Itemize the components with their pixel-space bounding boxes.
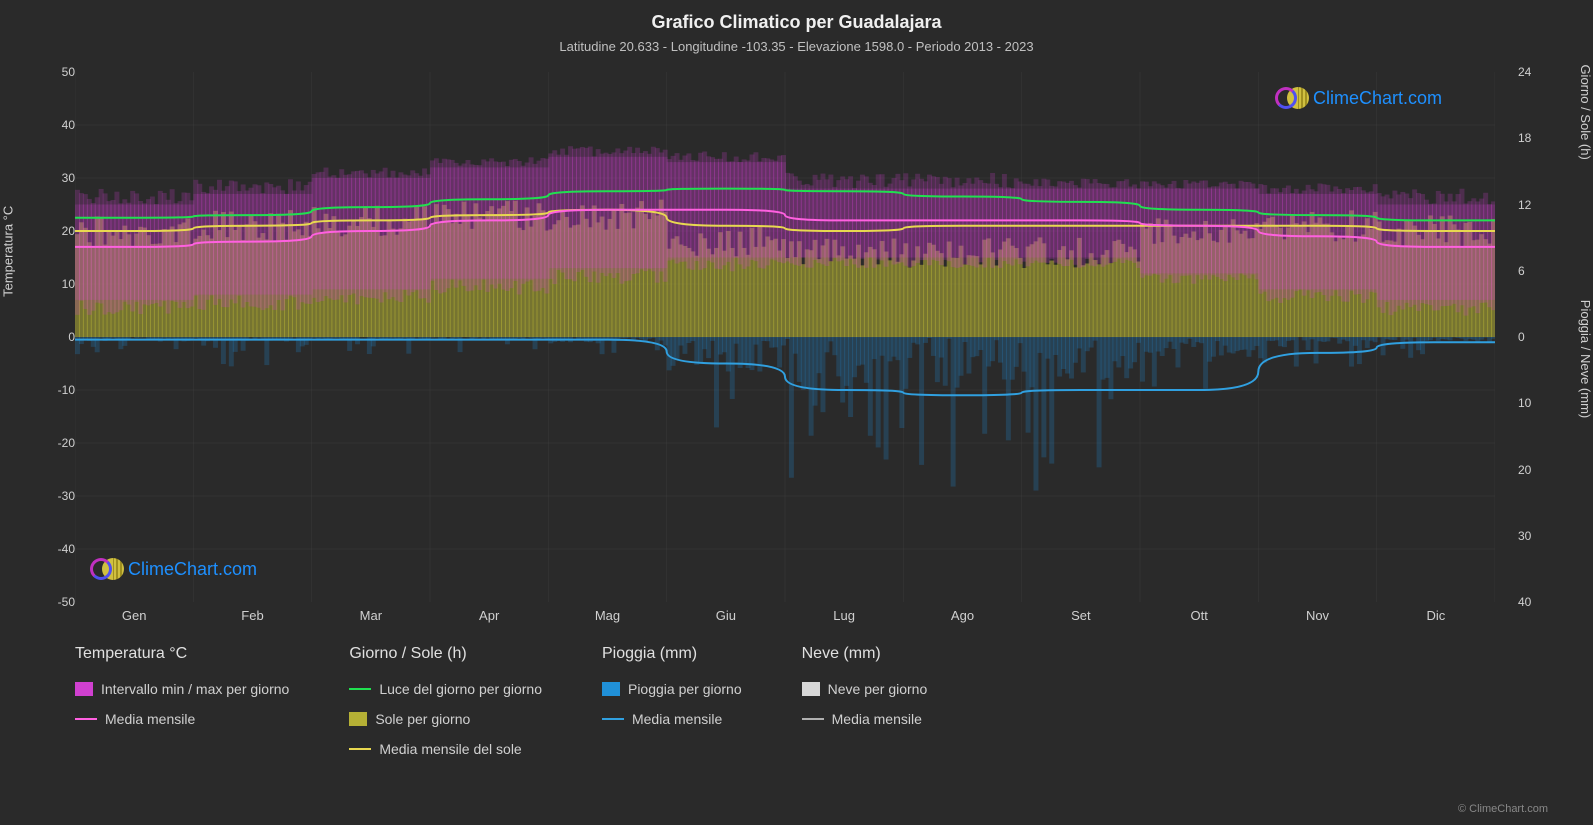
legend-item: Luce del giorno per giorno <box>349 681 542 697</box>
y-tick-right-hours: 24 <box>1518 65 1558 79</box>
legend-label: Intervallo min / max per giorno <box>101 681 289 697</box>
legend-item: Pioggia per giorno <box>602 681 742 697</box>
chart-svg <box>75 72 1495 602</box>
watermark-logo-icon <box>1275 84 1307 112</box>
y-tick-right-mm: 30 <box>1518 529 1558 543</box>
y-tick-left: -50 <box>35 595 75 609</box>
legend-swatch <box>602 682 620 696</box>
x-tick-month: Dic <box>1426 608 1445 623</box>
y-tick-right-mm: 20 <box>1518 463 1558 477</box>
y-tick-right-hours: 18 <box>1518 131 1558 145</box>
y-tick-left: 20 <box>35 224 75 238</box>
legend-column: Giorno / Sole (h) Luce del giorno per gio… <box>349 645 542 757</box>
y-axis-left-label: Temperatura °C <box>1 206 16 297</box>
x-tick-month: Mar <box>360 608 382 623</box>
legend-label: Media mensile <box>632 711 722 727</box>
x-tick-month: Ott <box>1190 608 1207 623</box>
legend-column-title: Giorno / Sole (h) <box>349 645 542 663</box>
legend-column: Pioggia (mm) Pioggia per giorno Media mens… <box>602 645 742 757</box>
y-tick-left: 50 <box>35 65 75 79</box>
y-axis-right-bottom-label: Pioggia / Neve (mm) <box>1578 300 1593 418</box>
chart-title: Grafico Climatico per Guadalajara <box>0 0 1593 33</box>
legend-item: Media mensile <box>75 711 289 727</box>
legend-swatch <box>802 682 820 696</box>
legend-item: Sole per giorno <box>349 711 542 727</box>
legend-item: Intervallo min / max per giorno <box>75 681 289 697</box>
y-tick-left: 0 <box>35 330 75 344</box>
y-tick-left: -20 <box>35 436 75 450</box>
y-tick-left: 40 <box>35 118 75 132</box>
y-axis-right: 2418126010203040 <box>1518 72 1558 602</box>
legend-item: Media mensile del sole <box>349 741 542 757</box>
legend-swatch <box>349 688 371 690</box>
y-tick-right-hours: 12 <box>1518 198 1558 212</box>
x-tick-month: Giu <box>716 608 736 623</box>
legend-swatch <box>802 718 824 720</box>
chart-subtitle: Latitudine 20.633 - Longitudine -103.35 … <box>0 33 1593 54</box>
x-tick-month: Apr <box>479 608 499 623</box>
copyright-text: © ClimeChart.com <box>1458 803 1548 815</box>
legend-label: Neve per giorno <box>828 681 928 697</box>
legend-item: Media mensile <box>602 711 742 727</box>
y-tick-right-mm: 40 <box>1518 595 1558 609</box>
legend-column: Neve (mm) Neve per giorno Media mensile <box>802 645 928 757</box>
legend: Temperatura °C Intervallo min / max per g… <box>75 645 1495 757</box>
x-tick-month: Feb <box>241 608 263 623</box>
y-tick-left: -40 <box>35 542 75 556</box>
watermark: ClimeChart.com <box>90 555 257 583</box>
y-tick-right-hours: 0 <box>1518 330 1558 344</box>
x-tick-month: Set <box>1071 608 1091 623</box>
x-tick-month: Nov <box>1306 608 1329 623</box>
legend-swatch <box>602 718 624 720</box>
legend-item: Media mensile <box>802 711 928 727</box>
y-tick-left: 30 <box>35 171 75 185</box>
legend-column-title: Temperatura °C <box>75 645 289 663</box>
watermark-logo-icon <box>90 555 122 583</box>
legend-label: Media mensile del sole <box>379 741 521 757</box>
legend-item: Neve per giorno <box>802 681 928 697</box>
chart-plot-area <box>75 72 1495 602</box>
watermark-text: ClimeChart.com <box>128 559 257 580</box>
y-axis-left: 50403020100-10-20-30-40-50 <box>35 72 75 602</box>
legend-column-title: Neve (mm) <box>802 645 928 663</box>
y-tick-left: 10 <box>35 277 75 291</box>
x-tick-month: Mag <box>595 608 620 623</box>
watermark: ClimeChart.com <box>1275 84 1442 112</box>
x-tick-month: Ago <box>951 608 974 623</box>
legend-swatch <box>349 748 371 750</box>
legend-label: Media mensile <box>832 711 922 727</box>
x-tick-month: Gen <box>122 608 147 623</box>
legend-label: Media mensile <box>105 711 195 727</box>
y-axis-right-top-label: Giorno / Sole (h) <box>1578 64 1593 159</box>
y-tick-right-mm: 10 <box>1518 396 1558 410</box>
legend-label: Pioggia per giorno <box>628 681 742 697</box>
legend-column: Temperatura °C Intervallo min / max per g… <box>75 645 289 757</box>
y-tick-left: -10 <box>35 383 75 397</box>
y-tick-left: -30 <box>35 489 75 503</box>
watermark-text: ClimeChart.com <box>1313 88 1442 109</box>
y-tick-right-hours: 6 <box>1518 264 1558 278</box>
legend-swatch <box>75 682 93 696</box>
legend-swatch <box>75 718 97 720</box>
legend-label: Luce del giorno per giorno <box>379 681 542 697</box>
x-tick-month: Lug <box>833 608 855 623</box>
legend-label: Sole per giorno <box>375 711 470 727</box>
legend-column-title: Pioggia (mm) <box>602 645 742 663</box>
x-axis: Gen Feb Mar Apr Mag Giu Lug Ago Set Ott Nov Dic <box>75 608 1495 628</box>
legend-swatch <box>349 712 367 726</box>
